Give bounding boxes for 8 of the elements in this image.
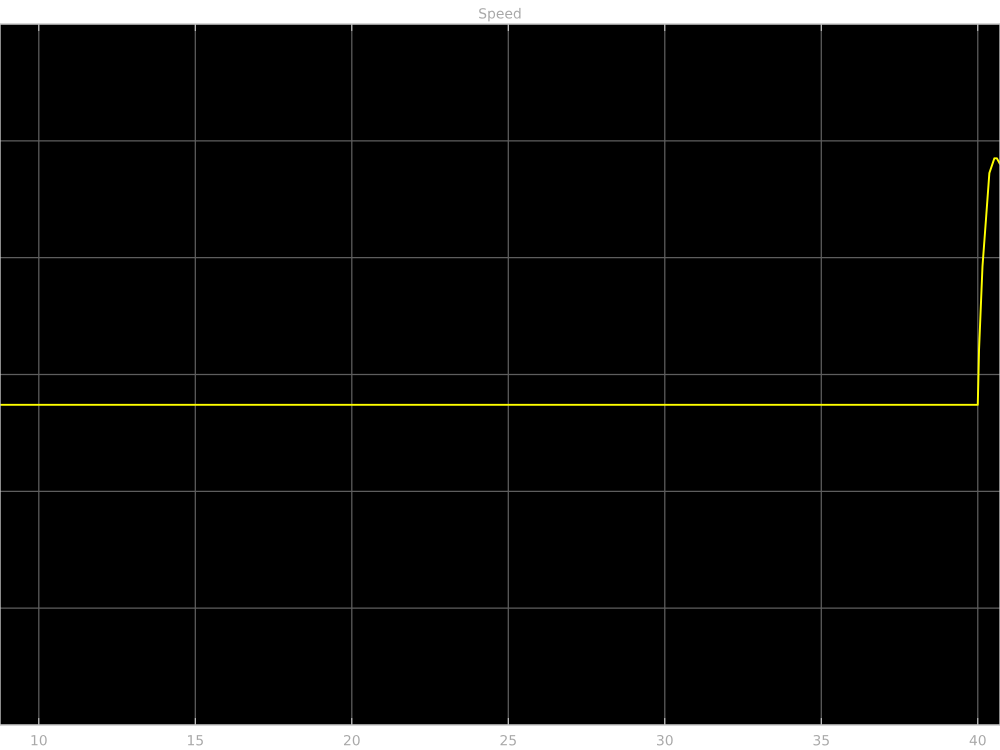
x-tick-label: 10 — [32, 734, 47, 746]
x-tick-label: 35 — [814, 734, 829, 746]
x-tick-label: 15 — [188, 735, 203, 746]
x-tick-label: 30 — [657, 734, 673, 746]
chart-title: Speed — [479, 8, 521, 22]
x-tick-label: 20 — [344, 734, 360, 746]
x-tick-label: 40 — [970, 734, 986, 746]
x-tick-label: 25 — [500, 734, 516, 746]
